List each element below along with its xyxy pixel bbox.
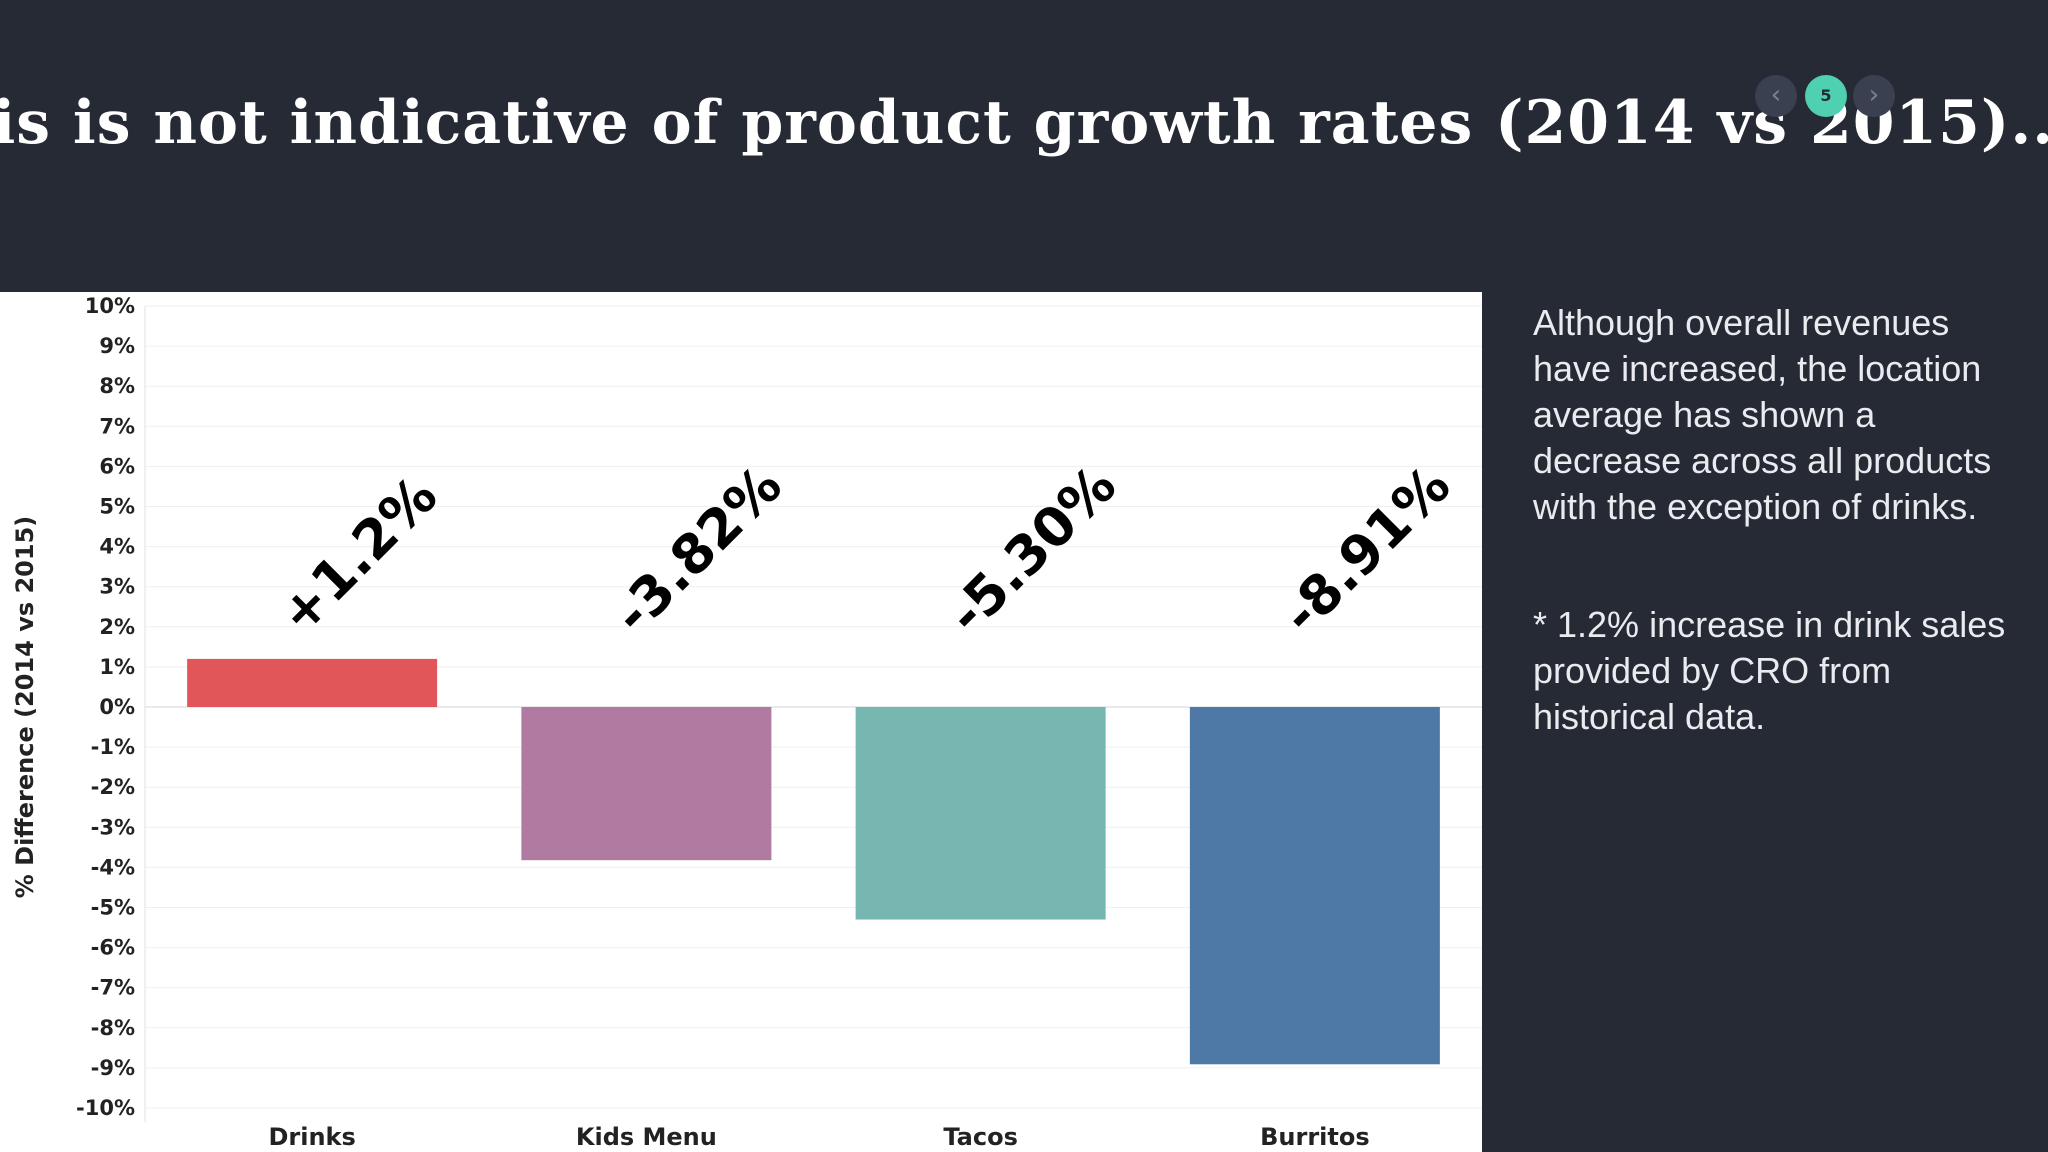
slide-title: hough this is not indicative of product … [0, 88, 2048, 158]
data-label: -3.82% [601, 453, 794, 646]
data-label: +1.2% [267, 464, 449, 646]
y-tick-label: 8% [99, 374, 135, 398]
notes-paragraph-2: * 1.2% increase in drink sales provided … [1533, 604, 2006, 737]
y-tick-label: 6% [99, 454, 135, 478]
y-tick-label: -6% [91, 936, 135, 960]
y-tick-label: 2% [99, 615, 135, 639]
y-tick-label: 0% [99, 695, 135, 719]
y-tick-label: 3% [99, 575, 135, 599]
y-tick-label: 5% [99, 495, 135, 519]
notes-panel: Although overall revenues have increased… [1533, 300, 2013, 812]
x-tick-label: Drinks [268, 1123, 355, 1151]
y-tick-label: -10% [76, 1096, 135, 1120]
chevron-left-icon[interactable]: ‹ [1755, 75, 1797, 117]
chart-panel: 10% 9% 8% 7% 6% 5% 4% 3% 2% 1% 0% -1% -2% -3% -4% -5% -6… [0, 292, 1482, 1152]
x-tick-label: Tacos [943, 1123, 1017, 1151]
y-tick-label: -1% [91, 735, 135, 759]
bar-drinks [187, 658, 438, 707]
data-label: -5.30% [935, 453, 1128, 646]
slide-title-bar: hough this is not indicative of product … [0, 88, 2048, 168]
y-tick-label: -7% [91, 976, 135, 1000]
y-tick-label: -4% [91, 855, 135, 879]
bar-chart: 10% 9% 8% 7% 6% 5% 4% 3% 2% 1% 0% -1% -2% -3% -4% -5% -6… [11, 294, 1482, 1151]
page-number-badge[interactable]: 5 [1805, 75, 1847, 117]
bar-kids-menu [521, 707, 772, 861]
y-axis-title: % Difference (2014 vs 2015) [11, 516, 39, 899]
y-tick-label: -2% [91, 775, 135, 799]
y-tick-label: -9% [91, 1056, 135, 1080]
notes-paragraph-1: Although overall revenues have increased… [1533, 302, 1992, 527]
data-label: -8.91% [1270, 453, 1463, 646]
y-tick-label: 9% [99, 334, 135, 358]
x-tick-label: Kids Menu [576, 1123, 717, 1151]
chevron-right-icon[interactable]: › [1853, 75, 1895, 117]
bar-burritos [1189, 707, 1440, 1065]
y-tick-label: -3% [91, 815, 135, 839]
y-tick-label: 7% [99, 414, 135, 438]
x-tick-label: Burritos [1260, 1123, 1370, 1151]
y-tick-label: 10% [85, 294, 135, 318]
y-tick-label: 4% [99, 535, 135, 559]
y-tick-label: -8% [91, 1016, 135, 1040]
bar-tacos [855, 707, 1106, 920]
y-tick-label: -5% [91, 896, 135, 920]
y-tick-label: 1% [99, 655, 135, 679]
